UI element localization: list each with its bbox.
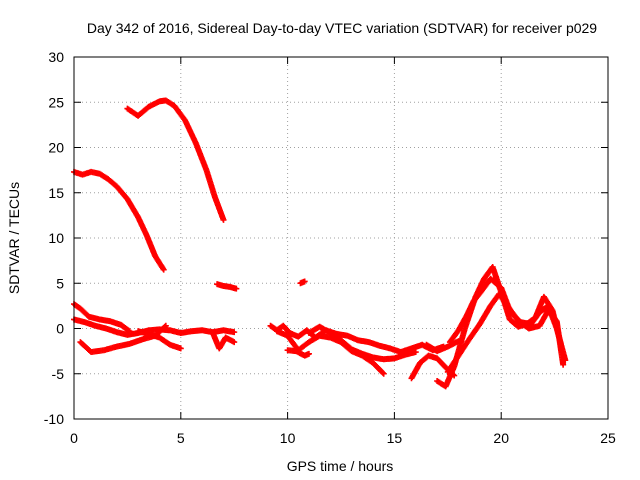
series-arc-upper-b bbox=[71, 168, 167, 273]
data-marker bbox=[379, 369, 386, 376]
x-tick-label: 5 bbox=[177, 430, 185, 446]
x-tick-label: 0 bbox=[70, 430, 78, 446]
series-arc-low-d bbox=[135, 328, 184, 352]
y-tick-label: -5 bbox=[52, 366, 65, 382]
x-axis-label: GPS time / hours bbox=[287, 458, 394, 474]
x-tick-label: 10 bbox=[280, 430, 296, 446]
series-arc-mid-d bbox=[305, 323, 419, 363]
series-arc-late-d bbox=[423, 338, 462, 355]
series-arc-mid-c bbox=[284, 347, 312, 359]
grid-lines bbox=[74, 57, 608, 419]
y-axis-label: SDTVAR / TECUs bbox=[6, 182, 22, 294]
y-tick-label: 0 bbox=[56, 321, 64, 337]
y-tick-label: -10 bbox=[44, 411, 64, 427]
x-tick-label: 25 bbox=[600, 430, 616, 446]
chart-title: Day 342 of 2016, Sidereal Day-to-day VTE… bbox=[87, 20, 597, 36]
data-marker bbox=[231, 329, 238, 336]
data-marker bbox=[177, 345, 184, 352]
data-marker bbox=[231, 339, 238, 346]
data-marker bbox=[455, 338, 462, 345]
data-marker bbox=[161, 323, 168, 330]
series-arc-low-a bbox=[71, 301, 133, 335]
data-marker bbox=[160, 266, 167, 273]
series-arc-low-e bbox=[209, 330, 238, 352]
data-marker bbox=[220, 216, 227, 223]
data-marker bbox=[562, 357, 569, 364]
y-tick-label: 10 bbox=[48, 230, 64, 246]
y-tick-label: 30 bbox=[48, 49, 64, 65]
series-arc-late-c bbox=[446, 275, 569, 364]
data-marker bbox=[560, 361, 567, 368]
series-arc-5b bbox=[297, 278, 308, 287]
series-arc-mid-e bbox=[408, 352, 458, 382]
data-marker bbox=[233, 285, 240, 292]
axis-ticks: 0 5 10 15 20 25 -10 -5 0 5 10 15 20 25 30 bbox=[44, 49, 616, 446]
y-tick-label: 15 bbox=[48, 185, 64, 201]
y-tick-label: 5 bbox=[56, 275, 64, 291]
x-tick-label: 20 bbox=[493, 430, 509, 446]
series-arc-upper-a bbox=[124, 97, 227, 223]
data-marker bbox=[162, 322, 169, 329]
x-tick-label: 15 bbox=[387, 430, 403, 446]
y-tick-label: 20 bbox=[48, 140, 64, 156]
data-marker bbox=[412, 349, 419, 356]
data-marker bbox=[305, 350, 312, 357]
data-marker bbox=[301, 278, 308, 285]
data-marker bbox=[380, 370, 387, 377]
series-arc-5 bbox=[214, 281, 240, 292]
y-tick-label: 25 bbox=[48, 94, 64, 110]
data-points bbox=[71, 97, 569, 390]
